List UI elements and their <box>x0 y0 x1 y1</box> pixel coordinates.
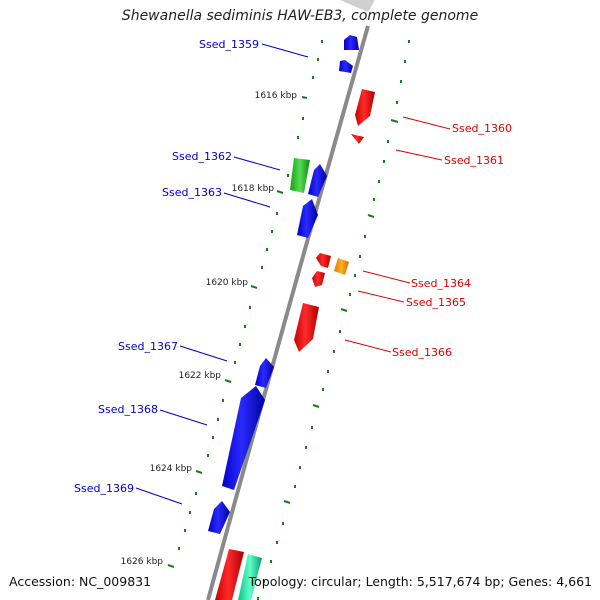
gene-label-ssed-1368[interactable]: Ssed_1368 <box>98 403 158 416</box>
leader-ssed-1363 <box>223 192 271 208</box>
scale-label-1626: 1626 kbp <box>121 557 164 567</box>
leader-ssed-1362 <box>233 156 281 171</box>
gene-label-ssed-1363[interactable]: Ssed_1363 <box>162 186 222 199</box>
leader-ssed-1361 <box>395 149 443 161</box>
accession-text: Accession: NC_009831 <box>9 574 152 589</box>
gene-label-ssed-1369[interactable]: Ssed_1369 <box>74 482 134 495</box>
gene-ssed-1359-b[interactable] <box>339 60 353 73</box>
outer-tick-track <box>167 40 323 568</box>
gene-ssed-1368[interactable] <box>222 386 265 490</box>
leader-ssed-1360 <box>402 116 451 130</box>
scale-label-1624: 1624 kbp <box>150 464 193 474</box>
genome-summary-text: Topology: circular; Length: 5,517,674 bp… <box>248 574 592 589</box>
gene-ssed-1364-a[interactable] <box>316 253 331 268</box>
gene-ssed-1365[interactable] <box>312 271 325 287</box>
scale-label-1616: 1616 kbp <box>255 91 298 101</box>
scale-label-1618: 1618 kbp <box>232 184 275 194</box>
gene-ssed-1364-orange[interactable] <box>334 258 349 275</box>
gene-ssed-1362-green[interactable] <box>290 158 310 193</box>
genome-title: Shewanella sediminis HAW-EB3, complete g… <box>121 8 479 24</box>
gene-ssed-1367[interactable] <box>255 358 274 388</box>
leader-ssed-1369 <box>135 487 183 505</box>
genome-backbone <box>206 25 370 600</box>
leader-ssed-1364 <box>362 270 411 284</box>
gene-ssed-1366[interactable] <box>294 303 319 352</box>
gene-ssed-1359-a[interactable] <box>344 35 359 50</box>
inner-tick-track <box>257 40 410 600</box>
leader-ssed-1365 <box>357 290 405 303</box>
leader-ssed-1367 <box>179 345 228 362</box>
gene-label-ssed-1367[interactable]: Ssed_1367 <box>118 340 178 353</box>
gene-ssed-1369[interactable] <box>208 501 230 534</box>
gene-ssed-1360[interactable] <box>355 89 375 126</box>
gene-bottom-teal[interactable] <box>238 554 262 600</box>
genome-backbone-top <box>340 0 375 12</box>
gene-label-ssed-1359[interactable]: Ssed_1359 <box>199 38 259 51</box>
gene-label-ssed-1362[interactable]: Ssed_1362 <box>172 150 232 163</box>
scale-label-1622: 1622 kbp <box>179 371 222 381</box>
gene-label-ssed-1364[interactable]: Ssed_1364 <box>411 277 471 290</box>
leader-ssed-1366 <box>344 339 392 353</box>
gene-label-ssed-1365[interactable]: Ssed_1365 <box>406 296 466 309</box>
gene-ssed-1361[interactable] <box>351 134 364 144</box>
gene-label-ssed-1360[interactable]: Ssed_1360 <box>452 122 512 135</box>
gene-label-ssed-1366[interactable]: Ssed_1366 <box>392 346 452 359</box>
scale-label-1620: 1620 kbp <box>206 278 249 288</box>
gene-ssed-1363-a[interactable] <box>308 164 327 197</box>
gene-bottom-red[interactable] <box>215 549 244 600</box>
leader-ssed-1368 <box>159 409 208 426</box>
gene-ssed-1363-b[interactable] <box>297 199 318 238</box>
gene-label-ssed-1361[interactable]: Ssed_1361 <box>444 154 504 167</box>
leader-ssed-1359 <box>261 43 309 58</box>
